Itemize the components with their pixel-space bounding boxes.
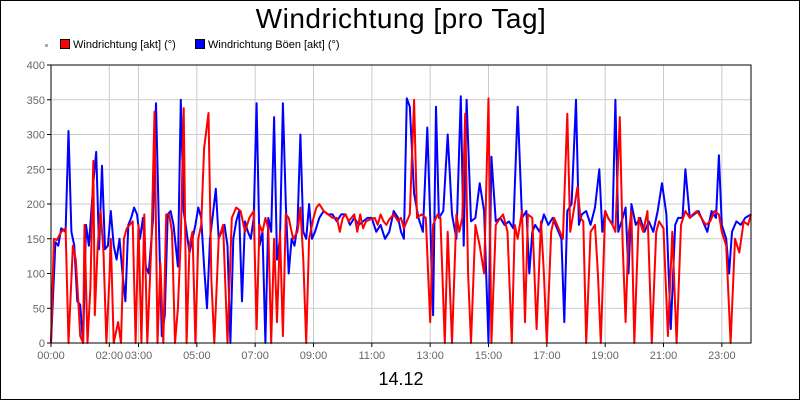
y-tick-label: 200 [27,199,45,211]
plot-border [50,64,752,344]
y-tick-label: 250 [27,164,45,176]
tick-labels: 0 50 100 150 200 250 300 350 400 00:00 02:00 03:00 0… [27,60,736,362]
x-tick-label: 03:00 [125,350,153,362]
legend-marker [45,44,48,47]
y-tick-label: 100 [27,269,45,281]
x-tick-label: 15:00 [475,350,503,362]
y-tick-label: 350 [27,95,45,107]
x-tick-label: 17:00 [533,350,561,362]
x-tick-label: 07:00 [241,350,269,362]
y-tick-label: 50 [33,303,45,315]
legend-swatch-red [60,39,70,49]
x-tick-label: 02:00 [96,350,124,362]
chart-title: Windrichtung [pro Tag] [255,3,547,34]
series-line-wind-direction [50,97,752,344]
legend-item-wind-direction: Windrichtung [akt] (°) [60,39,176,51]
x-tick-label: 19:00 [591,350,619,362]
legend-item-gust-direction: Windrichtung Böen [akt] (°) [195,39,340,51]
x-tick-label: 23:00 [708,350,736,362]
date-label: 14.12 [378,369,424,389]
y-tick-label: 150 [27,234,45,246]
x-tick-label: 00:00 [37,350,65,362]
legend-label: Windrichtung Böen [akt] (°) [208,39,340,51]
y-tick-label: 300 [27,130,45,142]
series-line-gust-direction [50,95,752,344]
x-tick-label: 09:00 [300,350,328,362]
x-tick-label: 13:00 [416,350,444,362]
y-tick-label: 0 [39,338,45,350]
x-tick-label: 05:00 [183,350,211,362]
y-tick-label: 400 [27,60,45,72]
x-tick-label: 11:00 [358,350,385,362]
series-layer [50,95,752,344]
legend-label: Windrichtung [akt] (°) [73,39,176,51]
x-tick-label: 21:00 [650,350,678,362]
legend-swatch-blue [195,39,205,49]
